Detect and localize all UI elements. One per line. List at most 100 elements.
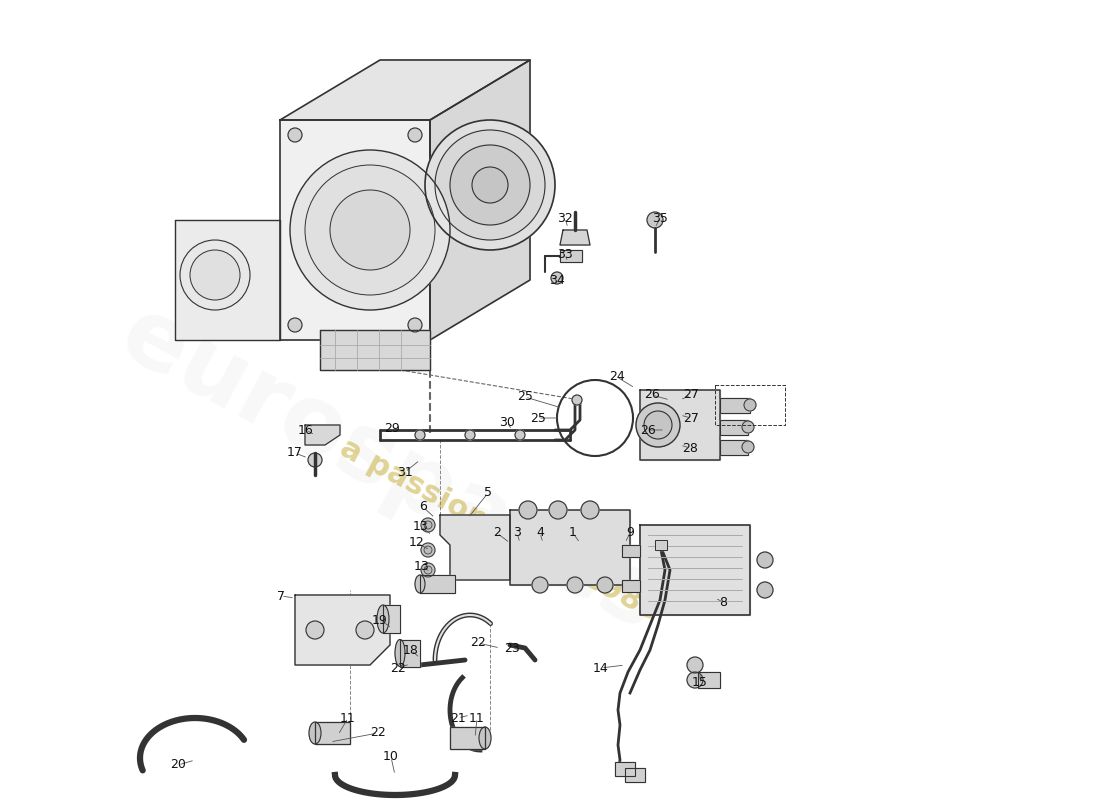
Circle shape bbox=[472, 167, 508, 203]
Ellipse shape bbox=[377, 605, 389, 633]
Text: 3: 3 bbox=[513, 526, 521, 539]
Polygon shape bbox=[400, 640, 420, 667]
Polygon shape bbox=[440, 515, 510, 580]
Circle shape bbox=[581, 501, 600, 519]
Bar bbox=[720, 440, 748, 455]
Circle shape bbox=[415, 430, 425, 440]
Text: 14: 14 bbox=[593, 662, 609, 674]
Text: 13: 13 bbox=[414, 521, 429, 534]
Circle shape bbox=[356, 621, 374, 639]
Bar bbox=[560, 250, 582, 262]
Text: 17: 17 bbox=[287, 446, 303, 459]
Text: 32: 32 bbox=[557, 211, 573, 225]
Bar bbox=[654, 540, 667, 550]
Text: 8: 8 bbox=[719, 595, 727, 609]
Bar bbox=[621, 545, 640, 557]
Text: 22: 22 bbox=[390, 662, 406, 674]
Polygon shape bbox=[560, 230, 590, 245]
Bar bbox=[625, 768, 645, 782]
Circle shape bbox=[290, 150, 450, 310]
Polygon shape bbox=[305, 425, 340, 445]
Polygon shape bbox=[280, 120, 430, 340]
Bar bbox=[315, 722, 350, 744]
Circle shape bbox=[434, 130, 544, 240]
Circle shape bbox=[519, 501, 537, 519]
Bar bbox=[720, 398, 750, 413]
Ellipse shape bbox=[395, 639, 405, 666]
Circle shape bbox=[515, 430, 525, 440]
Circle shape bbox=[450, 145, 530, 225]
Bar bbox=[720, 420, 748, 435]
Circle shape bbox=[330, 190, 410, 270]
Polygon shape bbox=[175, 220, 280, 340]
Text: 4: 4 bbox=[536, 526, 543, 539]
Polygon shape bbox=[295, 595, 390, 665]
Text: 23: 23 bbox=[504, 642, 520, 654]
Bar bbox=[621, 545, 640, 557]
Circle shape bbox=[757, 582, 773, 598]
Text: 16: 16 bbox=[298, 423, 314, 437]
Text: 22: 22 bbox=[470, 637, 486, 650]
Circle shape bbox=[688, 657, 703, 673]
Bar bbox=[625, 768, 645, 782]
Text: 29: 29 bbox=[384, 422, 400, 434]
Text: 19: 19 bbox=[372, 614, 388, 626]
Bar bbox=[615, 762, 635, 776]
Text: 12: 12 bbox=[409, 537, 425, 550]
Polygon shape bbox=[320, 330, 430, 370]
Ellipse shape bbox=[478, 727, 491, 749]
Text: 28: 28 bbox=[682, 442, 697, 454]
Circle shape bbox=[757, 552, 773, 568]
Circle shape bbox=[742, 441, 754, 453]
Text: eurospares: eurospares bbox=[104, 289, 675, 651]
Text: 6: 6 bbox=[419, 501, 427, 514]
Circle shape bbox=[688, 672, 703, 688]
Text: 21: 21 bbox=[450, 711, 466, 725]
Circle shape bbox=[421, 563, 434, 577]
Bar bbox=[621, 580, 640, 592]
Circle shape bbox=[647, 212, 663, 228]
Circle shape bbox=[424, 546, 432, 554]
Ellipse shape bbox=[415, 575, 425, 593]
Text: 11: 11 bbox=[469, 711, 485, 725]
Bar bbox=[450, 727, 485, 749]
Polygon shape bbox=[640, 390, 720, 460]
Circle shape bbox=[180, 240, 250, 310]
Polygon shape bbox=[383, 605, 400, 633]
Bar bbox=[720, 420, 748, 435]
Circle shape bbox=[308, 453, 322, 467]
Circle shape bbox=[424, 521, 432, 529]
Text: 27: 27 bbox=[683, 389, 698, 402]
Text: a passion since 1985: a passion since 1985 bbox=[336, 433, 666, 627]
Ellipse shape bbox=[309, 722, 321, 744]
Circle shape bbox=[288, 318, 302, 332]
Text: 31: 31 bbox=[397, 466, 412, 478]
Circle shape bbox=[644, 411, 672, 439]
Text: 25: 25 bbox=[530, 411, 546, 425]
Bar bbox=[621, 580, 640, 592]
Circle shape bbox=[306, 621, 324, 639]
Circle shape bbox=[421, 518, 434, 532]
Text: 13: 13 bbox=[414, 559, 430, 573]
Text: 26: 26 bbox=[640, 423, 656, 437]
Circle shape bbox=[636, 403, 680, 447]
Bar bbox=[720, 398, 750, 413]
Text: 7: 7 bbox=[277, 590, 285, 602]
Bar bbox=[420, 575, 455, 593]
Text: 22: 22 bbox=[370, 726, 386, 739]
Circle shape bbox=[408, 318, 422, 332]
Bar bbox=[420, 575, 455, 593]
Circle shape bbox=[744, 399, 756, 411]
Bar bbox=[654, 540, 667, 550]
Polygon shape bbox=[430, 60, 530, 340]
Bar bbox=[698, 672, 720, 688]
Circle shape bbox=[425, 120, 556, 250]
Circle shape bbox=[465, 430, 475, 440]
Text: 9: 9 bbox=[626, 526, 634, 539]
Text: 27: 27 bbox=[683, 411, 698, 425]
Polygon shape bbox=[640, 525, 750, 615]
Text: 34: 34 bbox=[549, 274, 565, 286]
Text: 10: 10 bbox=[383, 750, 399, 763]
Circle shape bbox=[424, 566, 432, 574]
Bar bbox=[450, 727, 485, 749]
